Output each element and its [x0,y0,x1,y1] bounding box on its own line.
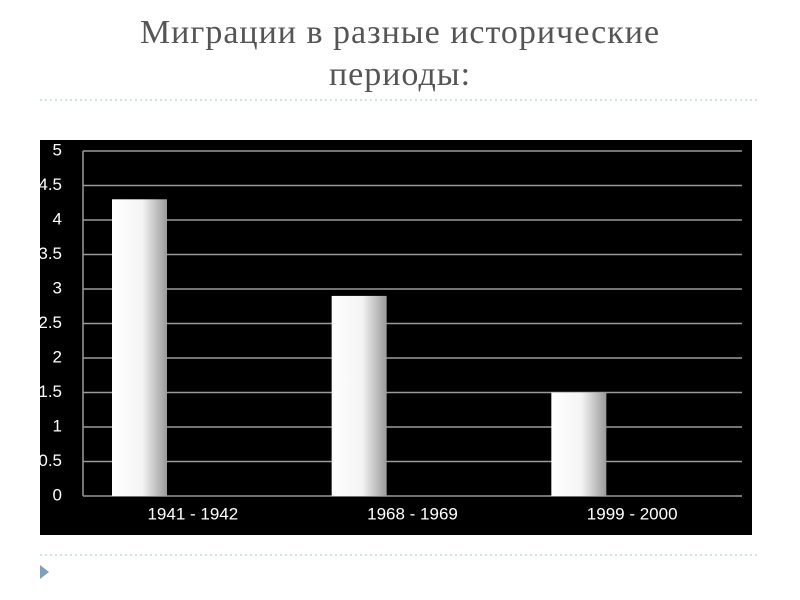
bar [551,392,607,496]
slide-title: Миграции в разные исторические периоды: [139,14,661,93]
y-tick-label: 2 [53,347,62,366]
y-tick-label: 0.5 [38,451,62,470]
y-tick-label: 3 [53,278,62,297]
bar [331,295,387,496]
y-tick-label: 5 [53,140,62,159]
y-tick-label: 4.5 [38,175,62,194]
x-tick-label: 1999 - 2000 [587,504,678,523]
y-tick-label: 0 [53,485,62,504]
y-tick-label: 1 [53,416,62,435]
y-tick-label: 4 [53,209,62,228]
x-tick-label: 1968 - 1969 [367,504,458,523]
y-tick-label: 3.5 [38,244,62,263]
y-tick-label: 1.5 [38,382,62,401]
y-tick-label: 2.5 [38,313,62,332]
x-tick-label: 1941 - 1942 [147,504,238,523]
nav-arrow [40,565,49,579]
bar [112,199,167,497]
